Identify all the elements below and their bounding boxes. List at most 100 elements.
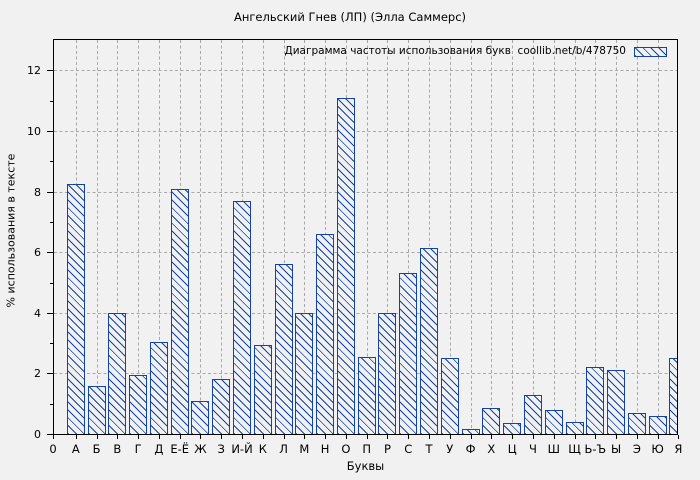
- y-minor-tick-3: [50, 343, 53, 345]
- v-gridline-Ш: [553, 40, 555, 434]
- x-tick-С: [408, 435, 410, 439]
- x-tick-Ч: [532, 435, 534, 439]
- bar-Г: [129, 374, 148, 434]
- x-tick-label-Т: Т: [425, 442, 433, 456]
- x-tick-К: [262, 435, 264, 439]
- x-tick-Я: [678, 435, 680, 439]
- x-tick-label-Ц: Ц: [507, 442, 517, 456]
- x-tick-Г: [138, 435, 140, 439]
- bar-Ц: [503, 423, 522, 434]
- x-tick-label-Э: Э: [632, 442, 641, 456]
- y-tick-12: [47, 70, 53, 72]
- h-gridline-4: [54, 312, 677, 314]
- bar-В: [108, 312, 127, 434]
- x-tick-У: [449, 435, 451, 439]
- x-tick-Т: [429, 435, 431, 439]
- x-tick-label-М: М: [299, 442, 310, 456]
- x-tick-Б: [96, 435, 98, 439]
- v-gridline-П: [366, 40, 368, 434]
- v-gridline-Ы: [616, 40, 618, 434]
- x-tick-label-origin: 0: [49, 442, 57, 456]
- bar-Ф: [461, 429, 480, 434]
- x-tick-Ы: [616, 435, 618, 439]
- bar-Ю: [648, 415, 667, 434]
- bar-М: [295, 312, 314, 434]
- bar-Э: [627, 412, 646, 434]
- v-gridline-Э: [636, 40, 638, 434]
- v-gridline-Л: [283, 40, 285, 434]
- x-tick-Ю: [657, 435, 659, 439]
- y-tick-label-12: 12: [27, 64, 41, 78]
- x-tick-label-Х: Х: [487, 442, 496, 456]
- x-tick-Ф: [470, 435, 472, 439]
- x-tick-label-Щ: Щ: [568, 442, 581, 456]
- x-tick-label-К: К: [258, 442, 267, 456]
- y-tick-2: [47, 373, 53, 375]
- y-tick-label-4: 4: [34, 306, 41, 320]
- x-tick-label-Ч: Ч: [528, 442, 537, 456]
- x-tick-label-Р: Р: [384, 442, 391, 456]
- bar-Ч: [523, 394, 542, 434]
- bar-С: [399, 273, 418, 434]
- h-gridline-8: [54, 191, 677, 193]
- x-tick-origin: [53, 435, 54, 439]
- v-gridline-Ф: [470, 40, 472, 434]
- x-tick-Ц: [512, 435, 514, 439]
- bar-Е-Ё: [170, 188, 189, 434]
- h-gridline-12: [54, 70, 677, 72]
- y-axis-title: % использования в тексте: [4, 153, 18, 308]
- x-tick-Ь-Ъ: [595, 435, 597, 439]
- h-gridline-10: [54, 131, 677, 132]
- bar-Ь-Ъ: [586, 367, 605, 434]
- x-tick-label-Д: Д: [154, 442, 164, 456]
- bar-Ы: [607, 370, 626, 434]
- y-tick-label-8: 8: [34, 185, 41, 199]
- y-tick-label-10: 10: [27, 125, 41, 138]
- x-tick-label-С: С: [404, 442, 413, 456]
- x-axis-title: Буквы: [346, 459, 385, 473]
- v-gridline-Д: [158, 40, 160, 434]
- y-tick-6: [47, 252, 53, 254]
- y-minor-tick-9: [50, 161, 53, 163]
- x-tick-label-Н: Н: [320, 442, 330, 456]
- x-tick-Ж: [200, 435, 202, 439]
- y-minor-tick-7: [50, 221, 53, 223]
- x-tick-А: [75, 435, 77, 439]
- legend-hatch-swatch: [634, 46, 667, 57]
- x-tick-З: [221, 435, 223, 439]
- x-tick-Щ: [574, 435, 576, 439]
- y-minor-tick-11: [50, 100, 53, 102]
- bar-К: [253, 344, 272, 434]
- x-tick-Р: [387, 435, 389, 439]
- v-gridline-Б: [96, 40, 98, 434]
- x-tick-Е-Ё: [179, 435, 181, 439]
- y-minor-tick-1: [50, 403, 53, 405]
- bar-Я: [669, 358, 677, 434]
- legend: Диаграмма частоты использования букв coo…: [285, 45, 667, 58]
- x-tick-label-Ы: Ы: [610, 442, 622, 456]
- bar-Л: [274, 264, 293, 434]
- x-tick-label-Л: Л: [279, 442, 288, 456]
- y-tick-label-6: 6: [34, 246, 41, 260]
- y-tick-0: [47, 434, 53, 435]
- x-tick-label-Ш: Ш: [547, 442, 560, 456]
- x-tick-label-У: У: [446, 442, 454, 456]
- x-tick-М: [304, 435, 306, 439]
- x-tick-Д: [158, 435, 160, 439]
- bar-З: [212, 379, 231, 434]
- bar-Ш: [544, 409, 563, 434]
- x-tick-label-А: А: [71, 442, 80, 456]
- v-gridline-Ц: [512, 40, 514, 434]
- bar-У: [440, 358, 459, 434]
- h-gridline-6: [54, 252, 677, 254]
- x-tick-Ш: [553, 435, 555, 439]
- x-tick-label-П: П: [362, 442, 372, 456]
- x-tick-label-Я: Я: [674, 442, 683, 456]
- v-gridline-М: [304, 40, 306, 434]
- x-tick-label-З: З: [217, 442, 225, 456]
- bar-Т: [420, 247, 439, 434]
- bar-А: [66, 184, 85, 434]
- v-gridline-Х: [491, 40, 493, 434]
- y-tick-label-0: 0: [34, 428, 41, 441]
